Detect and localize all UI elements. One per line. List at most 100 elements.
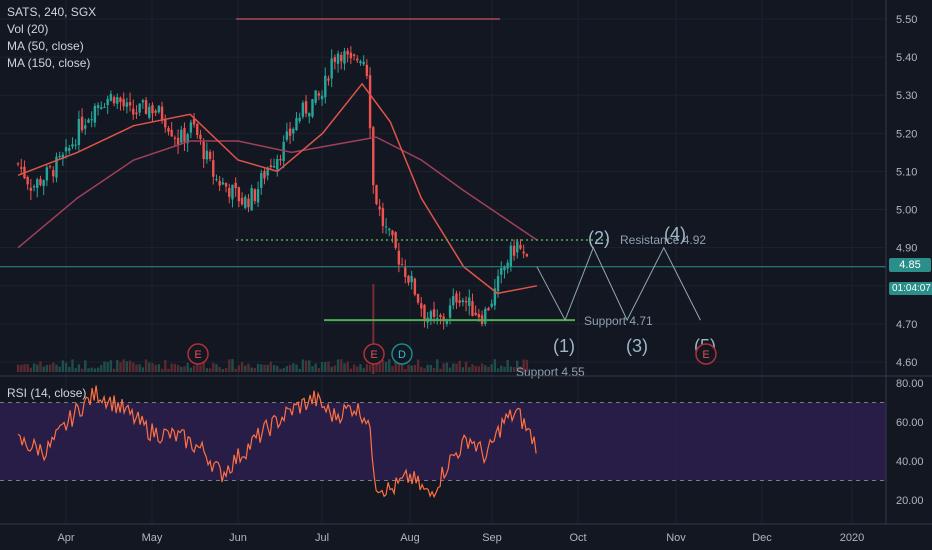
volume-bar bbox=[272, 365, 276, 372]
candle-body bbox=[144, 100, 148, 115]
ma50-legend[interactable]: MA (50, close) bbox=[7, 39, 84, 53]
rsi-line bbox=[17, 385, 537, 499]
volume-bar bbox=[234, 368, 237, 372]
candle-body bbox=[103, 106, 106, 108]
candle-body bbox=[429, 311, 433, 321]
candle-body bbox=[106, 98, 109, 106]
volume-bar bbox=[368, 364, 372, 372]
volume-bar bbox=[180, 366, 183, 372]
time-tick: Jul bbox=[315, 532, 329, 544]
wave-label-4: (4) bbox=[664, 224, 686, 244]
price-axis[interactable]: 5.505.405.305.205.105.004.904.804.704.60 bbox=[896, 14, 917, 369]
volume-bar bbox=[39, 361, 42, 372]
svg-text:D: D bbox=[398, 349, 406, 361]
candle-body bbox=[458, 300, 461, 303]
resistance-label: Resistance 4.92 bbox=[620, 233, 706, 247]
price-tick: 5.00 bbox=[896, 205, 917, 217]
candle-body bbox=[119, 97, 122, 103]
volume-bar bbox=[400, 361, 404, 372]
volume-bar bbox=[362, 368, 365, 372]
time-axis[interactable]: Apr May Jun Jul Aug Sep Oct Nov Dec 2020 bbox=[57, 532, 864, 544]
symbol-title[interactable]: SATS, 240, SGX bbox=[7, 5, 97, 19]
candle-body bbox=[490, 303, 493, 307]
volume-bar bbox=[436, 359, 439, 372]
candle-body bbox=[330, 58, 333, 79]
volume-bar bbox=[336, 359, 340, 372]
candle-body bbox=[448, 305, 452, 318]
volume-bar bbox=[196, 360, 199, 372]
volume-bar bbox=[480, 363, 484, 372]
price-tick: 5.10 bbox=[896, 166, 917, 178]
candle-body bbox=[112, 97, 116, 104]
candle-body bbox=[455, 293, 458, 303]
volume-bar bbox=[525, 359, 529, 372]
rsi-axis[interactable]: 80.00 60.00 40.00 20.00 bbox=[896, 378, 924, 507]
time-tick: Aug bbox=[400, 532, 420, 544]
volume-bar bbox=[519, 366, 522, 372]
time-tick: Apr bbox=[57, 532, 74, 544]
candle-body bbox=[509, 245, 513, 267]
candle-body bbox=[292, 128, 295, 134]
candle-body bbox=[522, 251, 525, 254]
volume-bar bbox=[52, 362, 55, 372]
volume-bar bbox=[93, 368, 97, 372]
candle-body bbox=[500, 268, 503, 275]
candle-body bbox=[148, 106, 151, 118]
candle-body bbox=[221, 182, 225, 185]
volume-bar bbox=[477, 366, 481, 372]
volume-bar bbox=[253, 367, 257, 372]
candle-body bbox=[173, 137, 177, 139]
volume-bar bbox=[48, 364, 52, 372]
volume-bar bbox=[474, 365, 477, 372]
volume-bar bbox=[349, 368, 353, 372]
earnings-marker[interactable]: E bbox=[363, 343, 385, 365]
candle-body bbox=[452, 296, 455, 306]
candle-body bbox=[71, 144, 74, 147]
earnings-marker[interactable]: E bbox=[695, 343, 717, 365]
volume-bar bbox=[423, 368, 426, 372]
volume-legend[interactable]: Vol (20) bbox=[7, 22, 49, 36]
volume-bar bbox=[192, 365, 196, 372]
volume-bar bbox=[20, 364, 23, 372]
candle-body bbox=[29, 187, 33, 191]
volume-bar bbox=[317, 368, 321, 372]
dividend-marker[interactable]: D bbox=[391, 343, 413, 365]
candle-body bbox=[212, 160, 215, 177]
candle-body bbox=[87, 119, 90, 123]
candle-body bbox=[164, 118, 167, 128]
candle-body bbox=[218, 180, 221, 186]
candle-body bbox=[192, 118, 196, 125]
candle-body bbox=[170, 130, 173, 137]
candle-body bbox=[160, 106, 164, 121]
candle-body bbox=[237, 187, 241, 202]
candle-body bbox=[80, 116, 84, 131]
candle-body bbox=[308, 112, 311, 117]
volume-bar bbox=[215, 364, 218, 372]
volume-bar bbox=[487, 366, 490, 372]
volume-bar bbox=[512, 367, 516, 372]
volume-bar bbox=[452, 363, 455, 372]
candle-body bbox=[16, 163, 20, 165]
volume-bar bbox=[324, 361, 327, 372]
candle-body bbox=[64, 147, 68, 152]
volume-bar bbox=[250, 367, 253, 372]
volume-bar bbox=[375, 362, 378, 372]
support-label: Support 4.71 bbox=[584, 314, 653, 328]
candle-body bbox=[109, 93, 113, 101]
volume-bar bbox=[170, 363, 173, 372]
candle-body bbox=[128, 102, 132, 106]
volume-bar bbox=[199, 365, 202, 372]
earnings-marker[interactable]: E bbox=[187, 343, 209, 365]
candle-body bbox=[199, 134, 202, 140]
wave-label-3: (3) bbox=[626, 336, 648, 356]
wave-projection[interactable] bbox=[536, 246, 701, 322]
svg-text:E: E bbox=[194, 349, 201, 361]
volume-bar bbox=[228, 359, 231, 372]
volume-bar bbox=[365, 363, 369, 372]
candle-body bbox=[26, 176, 29, 185]
candle-body bbox=[151, 105, 154, 114]
rsi-title[interactable]: RSI (14, close) bbox=[7, 386, 87, 400]
volume-bar bbox=[186, 362, 189, 372]
ma150-legend[interactable]: MA (150, close) bbox=[7, 56, 91, 70]
